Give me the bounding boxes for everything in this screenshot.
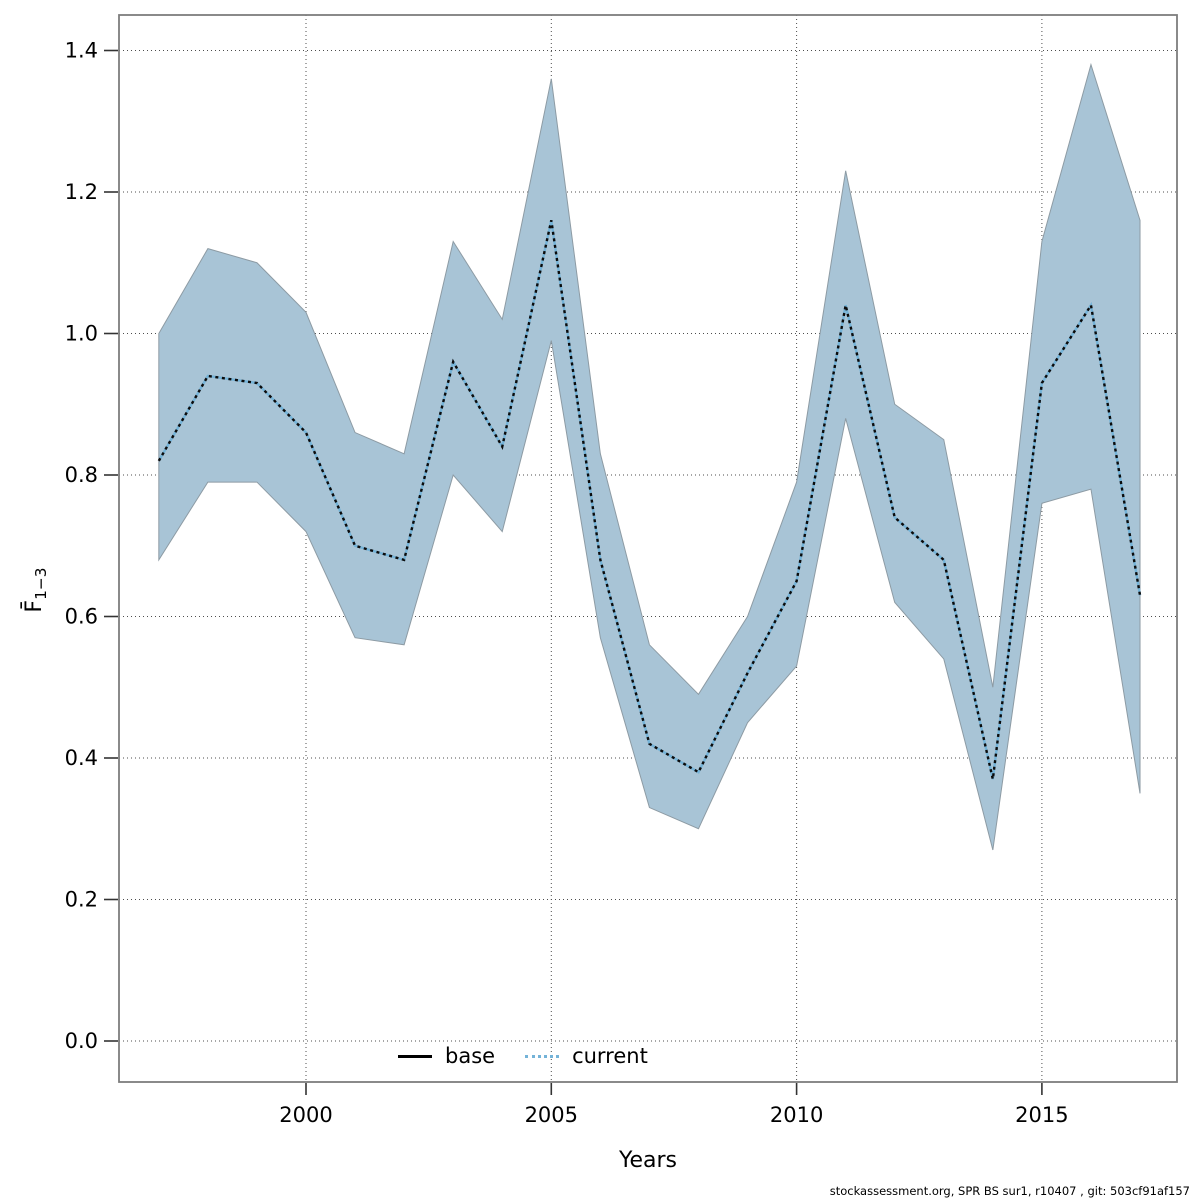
x-tick-label: 2005	[525, 1103, 578, 1127]
attribution-text: stockassessment.org, SPR BS sur1, r10407…	[829, 1184, 1190, 1198]
legend-label-base: base	[445, 1044, 496, 1068]
y-axis-label-main: F̄	[21, 599, 47, 613]
base-line-swatch	[398, 1054, 432, 1058]
current-line	[157, 220, 1142, 780]
confidence-band	[158, 62, 1141, 851]
y-axis-label: F̄1−3	[22, 567, 50, 612]
current-line-swatch	[525, 1054, 560, 1058]
legend: base current	[398, 1044, 648, 1068]
legend-label-current: current	[572, 1044, 648, 1068]
y-tick-label: 1.2	[65, 180, 98, 204]
y-tick-label: 1.4	[65, 39, 98, 63]
plot-border	[118, 14, 1178, 1083]
x-tick-label: 2000	[279, 1103, 332, 1127]
y-tick-label: 0.6	[65, 605, 98, 629]
y-tick-label: 0.2	[65, 888, 98, 912]
x-tick-label: 2015	[1015, 1103, 1068, 1127]
y-tick-label: 0.4	[65, 746, 98, 770]
y-axis-label-subscript: 1−3	[32, 567, 51, 600]
x-axis-label: Years	[618, 1148, 678, 1173]
y-tick-label: 0.0	[65, 1029, 98, 1053]
y-tick-label: 0.8	[65, 463, 98, 487]
legend-item-current: current	[525, 1044, 648, 1068]
legend-item-base: base	[398, 1044, 495, 1068]
x-tick-label: 2010	[770, 1103, 823, 1127]
y-tick-label: 1.0	[65, 322, 98, 346]
